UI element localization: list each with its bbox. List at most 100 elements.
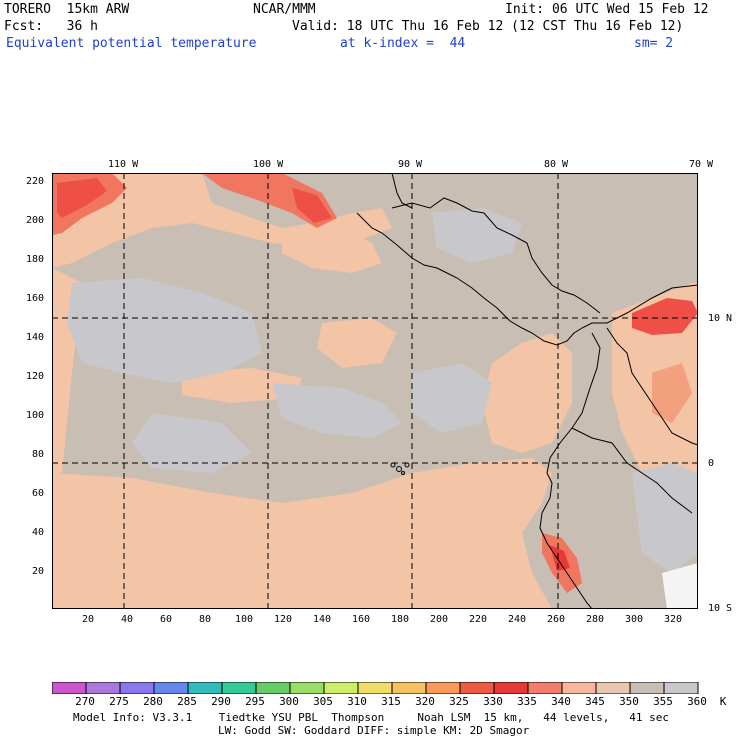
- warm-regions: [52, 173, 698, 609]
- color-bar-swatch: [357, 682, 393, 694]
- color-bar-label: 350: [619, 695, 639, 708]
- warm-region-bottom-center: [252, 523, 472, 609]
- lon-label-80w: 80 W: [544, 159, 569, 170]
- y-tick: 180: [26, 254, 45, 265]
- lon-label-90w: 90 W: [398, 159, 423, 170]
- color-bar-label: 275: [109, 695, 129, 708]
- valid-time: Valid: 18 UTC Thu 16 Feb 12 (12 CST Thu …: [292, 19, 684, 34]
- color-bar: [52, 682, 699, 694]
- model-info-line-1: Model Info: V3.3.1 Tiedtke YSU PBL Thomp…: [73, 711, 670, 724]
- x-tick: 120: [274, 614, 293, 625]
- x-tick: 140: [313, 614, 332, 625]
- color-bar-swatch: [153, 682, 189, 694]
- lat-label-10s: 10 S: [708, 603, 733, 614]
- color-bar-label: 340: [551, 695, 571, 708]
- color-bar-swatch: [561, 682, 597, 694]
- x-tick: 60: [160, 614, 173, 625]
- color-bar-swatch: [85, 682, 121, 694]
- snow-patch-southeast: [662, 563, 698, 609]
- cool-region-central: [272, 383, 402, 438]
- color-bar-label: 305: [313, 695, 333, 708]
- x-tick: 320: [664, 614, 683, 625]
- color-bar-swatch: [52, 682, 87, 694]
- color-bar-swatch: [459, 682, 495, 694]
- map-frame: [52, 173, 698, 609]
- x-tick: 40: [121, 614, 134, 625]
- hot-core-east: [652, 363, 692, 423]
- color-bar-swatch: [289, 682, 325, 694]
- x-tick: 260: [547, 614, 566, 625]
- hot-core-gulf: [202, 173, 337, 228]
- lat-label-0: 0: [708, 458, 715, 469]
- color-bar-label: 285: [177, 695, 197, 708]
- color-bar-label: 335: [517, 695, 537, 708]
- y-tick: 200: [26, 215, 45, 226]
- color-bar-label: 290: [211, 695, 231, 708]
- field-name: Equivalent potential temperature: [6, 36, 257, 51]
- central-america-coast: [356, 212, 698, 346]
- color-bar-label: 330: [483, 695, 503, 708]
- south-america-inner-border: [606, 327, 698, 446]
- graticule: [52, 173, 698, 609]
- x-tick: 300: [625, 614, 644, 625]
- color-bar-label: 320: [415, 695, 435, 708]
- y-tick: 220: [26, 176, 45, 187]
- color-bar-label: 355: [653, 695, 673, 708]
- cool-region-mid-band: [412, 363, 492, 433]
- color-bar-label: 360: [687, 695, 707, 708]
- hot-core-gulf-inner: [292, 188, 332, 223]
- island: [401, 471, 405, 475]
- color-bar-label: 325: [449, 695, 469, 708]
- init-time: Init: 06 UTC Wed 15 Feb 12: [505, 2, 709, 17]
- color-bar-swatch: [425, 682, 461, 694]
- lon-label-100w: 100 W: [253, 159, 284, 170]
- color-bar-label: 315: [381, 695, 401, 708]
- x-tick: 100: [235, 614, 254, 625]
- andes-border: [571, 427, 693, 514]
- cool-regions: [67, 208, 698, 573]
- hot-core-northwest-inner: [57, 178, 107, 218]
- cool-region-south-west: [132, 413, 252, 473]
- y-tick: 20: [32, 566, 45, 577]
- hot-core-south-inner: [550, 545, 570, 571]
- y-tick: 160: [26, 293, 45, 304]
- level-label: at k-index = 44: [340, 36, 466, 51]
- center-name: NCAR/MMM: [253, 2, 316, 17]
- y-tick: 60: [32, 488, 45, 499]
- y-tick: 100: [26, 410, 45, 421]
- color-bar-label: 270: [75, 695, 95, 708]
- color-bar-swatch: [187, 682, 223, 694]
- x-tick: 80: [199, 614, 212, 625]
- x-tick: 240: [508, 614, 527, 625]
- lat-label-10n: 10 N: [708, 313, 733, 324]
- model-info-line-2: LW: Godd SW: Goddard DIFF: simple KM: 2D…: [218, 724, 530, 737]
- color-bar-swatch: [663, 682, 699, 694]
- lon-label-70w: 70 W: [689, 159, 714, 170]
- cuba-coast: [391, 173, 413, 209]
- color-bar-swatch: [255, 682, 291, 694]
- hot-core-caribbean: [632, 298, 698, 335]
- x-tick: 160: [352, 614, 371, 625]
- warm-region-mid-band: [182, 368, 302, 403]
- y-tick: 80: [32, 449, 45, 460]
- y-tick: 40: [32, 527, 45, 538]
- cool-region-east: [632, 463, 698, 573]
- lon-label-110w: 110 W: [108, 159, 139, 170]
- warm-region-gulf-coast: [282, 228, 382, 273]
- color-bar-swatch: [527, 682, 563, 694]
- color-bar-label: 300: [279, 695, 299, 708]
- color-bar-label: 295: [245, 695, 265, 708]
- warm-region-east-coast: [482, 333, 572, 453]
- x-tick: 180: [391, 614, 410, 625]
- color-bar-label: K: [719, 695, 727, 708]
- color-bar-swatch: [221, 682, 257, 694]
- cool-region-north-central: [432, 208, 522, 263]
- warm-region-central-cell: [317, 318, 397, 368]
- color-bar-swatch: [629, 682, 665, 694]
- south-america-west-coast: [539, 332, 601, 609]
- color-bar-swatch: [391, 682, 427, 694]
- x-tick: 220: [469, 614, 488, 625]
- color-bar-swatch: [323, 682, 359, 694]
- model-name: TORERO 15km ARW: [4, 2, 130, 17]
- color-bar-label: 345: [585, 695, 605, 708]
